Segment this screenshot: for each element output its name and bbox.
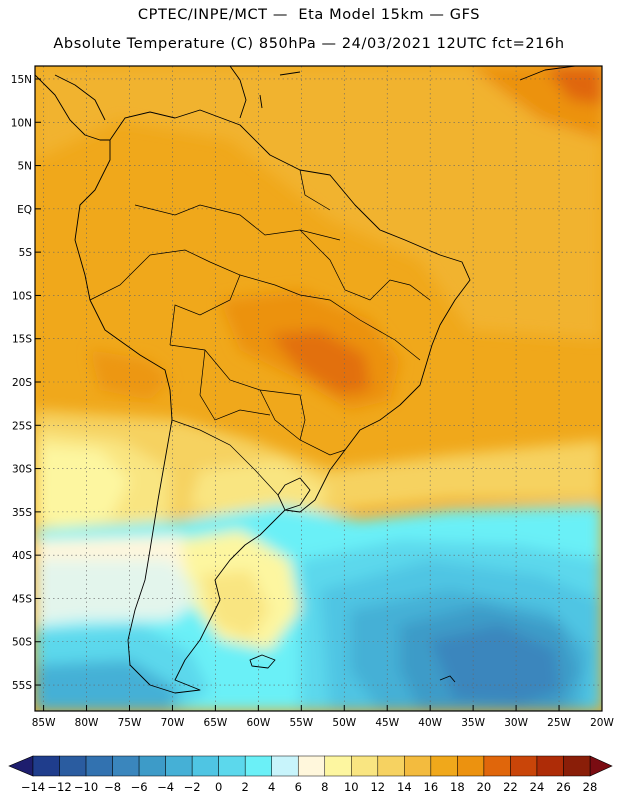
lat-label: 10N [11,117,32,129]
latitude-labels: 15N 10N 5N EQ 5S 10S 15S 20S 25S 30S 35S 40S 45S 50S 5… [11,74,41,692]
longitude-labels: 85W 80W 75W 70W 65W 60W 55W 50W 45W 40W 35W 30W 25W 2… [32,705,614,729]
colorbar-label: 8 [321,780,328,794]
colorbar-label: 24 [530,780,545,794]
lat-label: 5S [19,247,33,259]
lat-label: 25S [12,420,32,432]
colorbar-label: 14 [397,780,412,794]
colorbar-label: −14 [21,780,45,794]
lon-label: 70W [161,717,185,729]
colorbar-swatch [457,755,485,777]
lon-label: 35W [461,717,485,729]
colorbar-label: 16 [424,780,439,794]
lon-label: 60W [246,717,270,729]
colorbar-label: 4 [268,780,275,794]
lat-label: 30S [12,464,32,476]
colorbar-label: 18 [450,780,465,794]
colorbar-left-arrow [8,755,34,777]
colorbar-label: 22 [503,780,518,794]
lat-label: EQ [17,204,32,216]
country-borders [89,169,431,496]
colorbar-label: −2 [184,780,201,794]
colorbar-swatch [138,755,166,777]
temperature-field [35,66,602,711]
colorbar-swatch [351,755,379,777]
colorbar-label: −12 [47,780,71,794]
colorbar-label: 28 [583,780,598,794]
colorbar-label: 26 [556,780,571,794]
lon-label: 40W [418,717,442,729]
colorbar-swatch [165,755,193,777]
lon-label: 85W [32,717,56,729]
lon-label: 55W [289,717,313,729]
colorbar-swatch [244,755,272,777]
colorbar-swatch [59,755,87,777]
title-line-1: CPTEC/INPE/MCT — Eta Model 15km — GFS [137,7,481,23]
colorbar-label: 12 [370,780,385,794]
lat-lon-grid [35,66,603,711]
lon-label: 50W [332,717,356,729]
colorbar-label: −8 [104,780,121,794]
colorbar-label: 6 [295,780,302,794]
title-line-2: Absolute Temperature (C) 850hPa — 24/03/… [53,36,565,52]
colorbar-swatch [377,755,405,777]
colorbar-swatch [32,755,60,777]
colorbar-swatch [404,755,432,777]
colorbar-label: 20 [477,780,492,794]
lat-label: 5N [17,161,32,173]
colorbar-swatch [271,755,299,777]
lat-label: 20S [12,377,32,389]
colorbar-label: 0 [215,780,222,794]
colorbar-label: −6 [131,780,148,794]
colorbar-swatch [324,755,352,777]
colorbar-swatch [510,755,538,777]
lon-label: 30W [504,717,528,729]
map-frame [34,65,603,712]
colorbar-label: −10 [74,780,98,794]
lon-label: 45W [375,717,399,729]
lat-label: 10S [12,290,32,302]
colorbar-right-arrow [589,755,613,777]
lon-label: 80W [75,717,99,729]
coastlines [35,66,576,694]
colorbar-swatch [191,755,219,777]
lon-label: 25W [547,717,571,729]
colorbar-label: 10 [344,780,359,794]
colorbar: −14 −12 −10 −8 −6 −4 −2 0 2 4 6 8 10 12 14 16 18 20 22 24 26… [8,755,613,794]
colorbar-swatch [297,755,326,777]
lon-label: 20W [590,717,614,729]
lon-label: 65W [204,717,228,729]
lat-label: 15S [12,334,32,346]
colorbar-swatch [112,755,140,777]
colorbar-swatch [218,755,246,777]
colorbar-swatch [85,755,113,777]
colorbar-label: 2 [242,780,249,794]
colorbar-swatch [563,755,591,777]
lat-label: 40S [12,550,32,562]
lat-label: 35S [12,507,32,519]
lon-label: 75W [118,717,142,729]
colorbar-swatch [536,755,564,777]
lat-label: 50S [12,637,32,649]
colorbar-swatch [483,755,511,777]
colorbar-swatch [430,755,458,777]
lat-label: 55S [12,680,32,692]
colorbar-label: −4 [157,780,174,794]
lat-label: 15N [11,74,32,86]
lat-label: 45S [12,593,32,605]
